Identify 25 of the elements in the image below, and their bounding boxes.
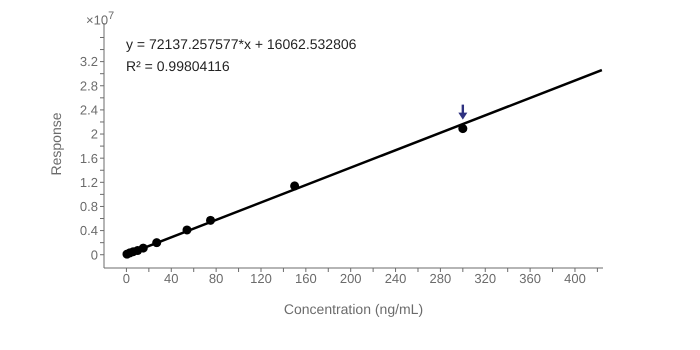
x-tick-label: 360 [519, 271, 541, 286]
x-tick-label: 120 [250, 271, 272, 286]
annotation: R² = 0.99804116 [126, 57, 231, 76]
y-axis-title: Response [48, 112, 64, 176]
y-tick-label: 1.2 [80, 174, 98, 190]
x-tick-label: 200 [340, 271, 362, 286]
y-tick-label: 0 [90, 247, 98, 262]
y-tick-label: 2.4 [80, 102, 98, 118]
x-tick-label: 80 [208, 271, 224, 286]
x-tick-label: 400 [564, 271, 586, 286]
x-tick-label: 160 [294, 271, 317, 286]
y-tick-label: 0.4 [80, 223, 98, 238]
annotation: y = 72137.257577*x + 16062.532806 [126, 35, 356, 54]
y-tick-label: 2.8 [80, 78, 98, 94]
y-tick-label: 0.8 [80, 199, 98, 214]
x-tick-label: 40 [164, 271, 179, 286]
x-tick-label: 320 [474, 271, 496, 286]
annotation: ×10$^{7}$ [86, 10, 114, 28]
y-tick-label: 2 [90, 126, 98, 142]
x-axis-title: Concentration (ng/mL) [284, 301, 424, 317]
x-tick-label: 240 [384, 271, 406, 286]
x-tick-label: 280 [430, 271, 452, 286]
x-tick-label: 0 [122, 271, 130, 286]
y-tick-label: 3.2 [80, 54, 98, 70]
y-tick-label: 1.6 [80, 150, 98, 166]
